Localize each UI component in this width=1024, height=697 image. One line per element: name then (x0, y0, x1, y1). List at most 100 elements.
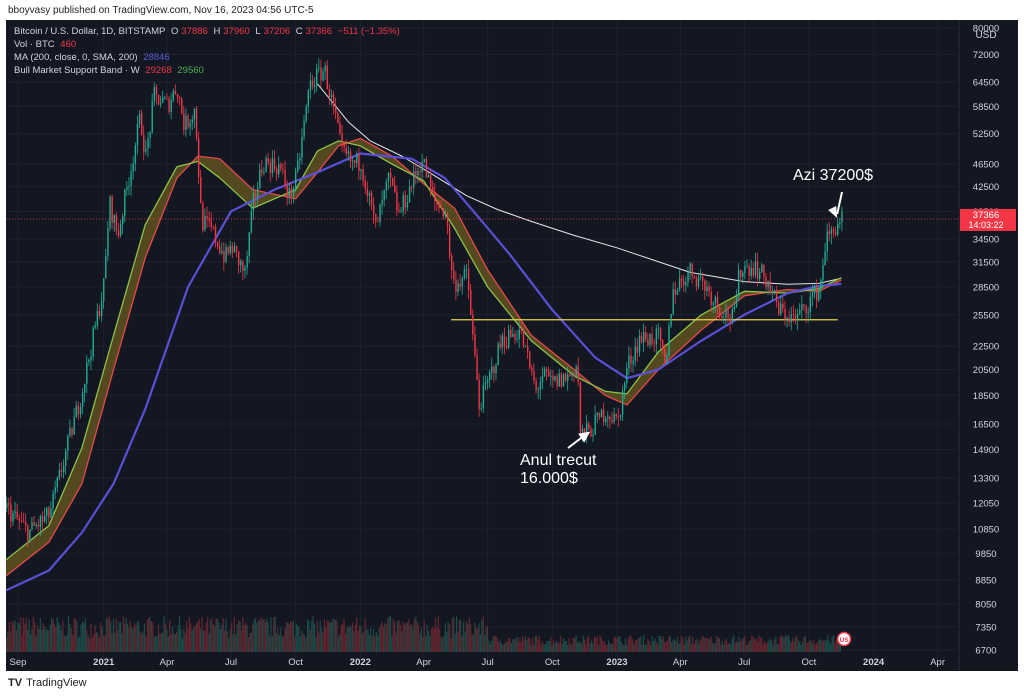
candle-body (29, 529, 31, 542)
volume-bar (219, 629, 221, 652)
volume-bar (389, 616, 392, 652)
candle-body (242, 261, 244, 271)
candle-body (514, 334, 516, 340)
volume-bar (74, 618, 77, 652)
volume-bar (441, 637, 444, 652)
volume-bar (505, 641, 507, 652)
candle-body (495, 365, 497, 374)
volume-bar (402, 621, 404, 652)
volume-bar (55, 626, 57, 652)
volume-bar (245, 622, 247, 652)
candle-body (56, 477, 59, 488)
volume-bar (820, 639, 822, 652)
volume-bar (208, 633, 210, 652)
volume-bar (133, 623, 136, 652)
volume-bar (171, 626, 174, 652)
candle-body (579, 382, 582, 433)
symbol-title: Bitcoin / U.S. Dollar, 1D, BITSTAMP (14, 26, 166, 37)
volume-bar (595, 638, 597, 652)
candle-body (790, 314, 793, 323)
volume-bar (793, 641, 795, 652)
candle-body (668, 325, 670, 356)
volume-bar (759, 637, 761, 652)
volume-bar (118, 621, 120, 652)
candle-body (117, 230, 120, 236)
volume-bar (526, 640, 528, 652)
annotation-today-arrow (836, 191, 843, 215)
close-value: 37366 (305, 26, 333, 37)
volume-bar (218, 622, 220, 652)
volume-bar (458, 619, 460, 652)
candle-body (752, 267, 755, 276)
volume-bar (401, 631, 403, 652)
volume-bar (174, 634, 176, 652)
candle-body (229, 245, 231, 254)
volume-bar (557, 642, 559, 652)
price-tick-label: 18500 (973, 391, 999, 402)
volume-bar (190, 623, 192, 652)
volume-bar (640, 636, 642, 652)
candle-body (649, 334, 651, 346)
volume-bar (13, 622, 15, 652)
volume-bar (756, 641, 759, 652)
volume-bar (337, 637, 340, 652)
volume-bar (222, 618, 224, 652)
volume-bar (193, 627, 195, 652)
volume-bar (25, 617, 27, 652)
volume-bar (775, 636, 777, 652)
volume-bar (765, 643, 767, 652)
candle-body (151, 101, 153, 133)
candle-body (46, 507, 48, 516)
volume-bar (496, 638, 498, 652)
annotation-last-year-line2: 16.000$ (520, 470, 578, 487)
volume-bar (619, 635, 621, 652)
candle-body (364, 181, 366, 189)
volume-bar (261, 619, 264, 652)
candle-body (427, 175, 430, 178)
candle-body (651, 334, 653, 344)
candle-body (58, 470, 61, 478)
volume-bar (275, 633, 278, 652)
candle-body (54, 487, 56, 494)
volume-bar (562, 637, 565, 652)
candle-body (740, 269, 742, 277)
candle-body (185, 115, 187, 130)
chart-frame[interactable]: Azi 37200$ Anul trecut 16.000$ US USD 80000 7… (6, 20, 1018, 671)
volume-bar (624, 638, 626, 652)
volume-bar (62, 620, 64, 652)
volume-bar (162, 632, 164, 652)
volume-bar (803, 637, 805, 652)
volume-bar (292, 620, 295, 652)
event-badge-icon (836, 631, 852, 647)
current-price-badge (960, 208, 1016, 231)
volume-bar (70, 627, 72, 652)
candle-body (799, 309, 801, 314)
candle-body (415, 171, 417, 176)
volume-bar (183, 628, 185, 652)
candle-body (16, 511, 18, 519)
candle-body (202, 202, 204, 231)
candle-body (543, 369, 546, 377)
volume-bar (655, 642, 657, 652)
candle-body (27, 525, 29, 542)
volume-bar (453, 617, 455, 652)
candle-body (602, 409, 605, 422)
volume-bar (104, 635, 106, 652)
price-tick-label: 9850 (975, 549, 996, 560)
price-tick-label: 28500 (973, 282, 999, 293)
volume-bar (724, 640, 726, 652)
candle-body (305, 105, 307, 122)
volume-bar (31, 628, 33, 652)
band-label: Bull Market Support Band · W (14, 65, 140, 76)
volume-bar (140, 633, 143, 652)
volume-bar (194, 625, 196, 652)
brand-name: TradingView (26, 677, 87, 689)
volume-bar (509, 638, 511, 652)
volume-bar (547, 641, 549, 652)
volume-bar (792, 637, 794, 652)
volume-bar (637, 638, 639, 652)
volume-bar (467, 624, 469, 652)
candle-body (438, 204, 440, 208)
candle-body (273, 158, 276, 169)
